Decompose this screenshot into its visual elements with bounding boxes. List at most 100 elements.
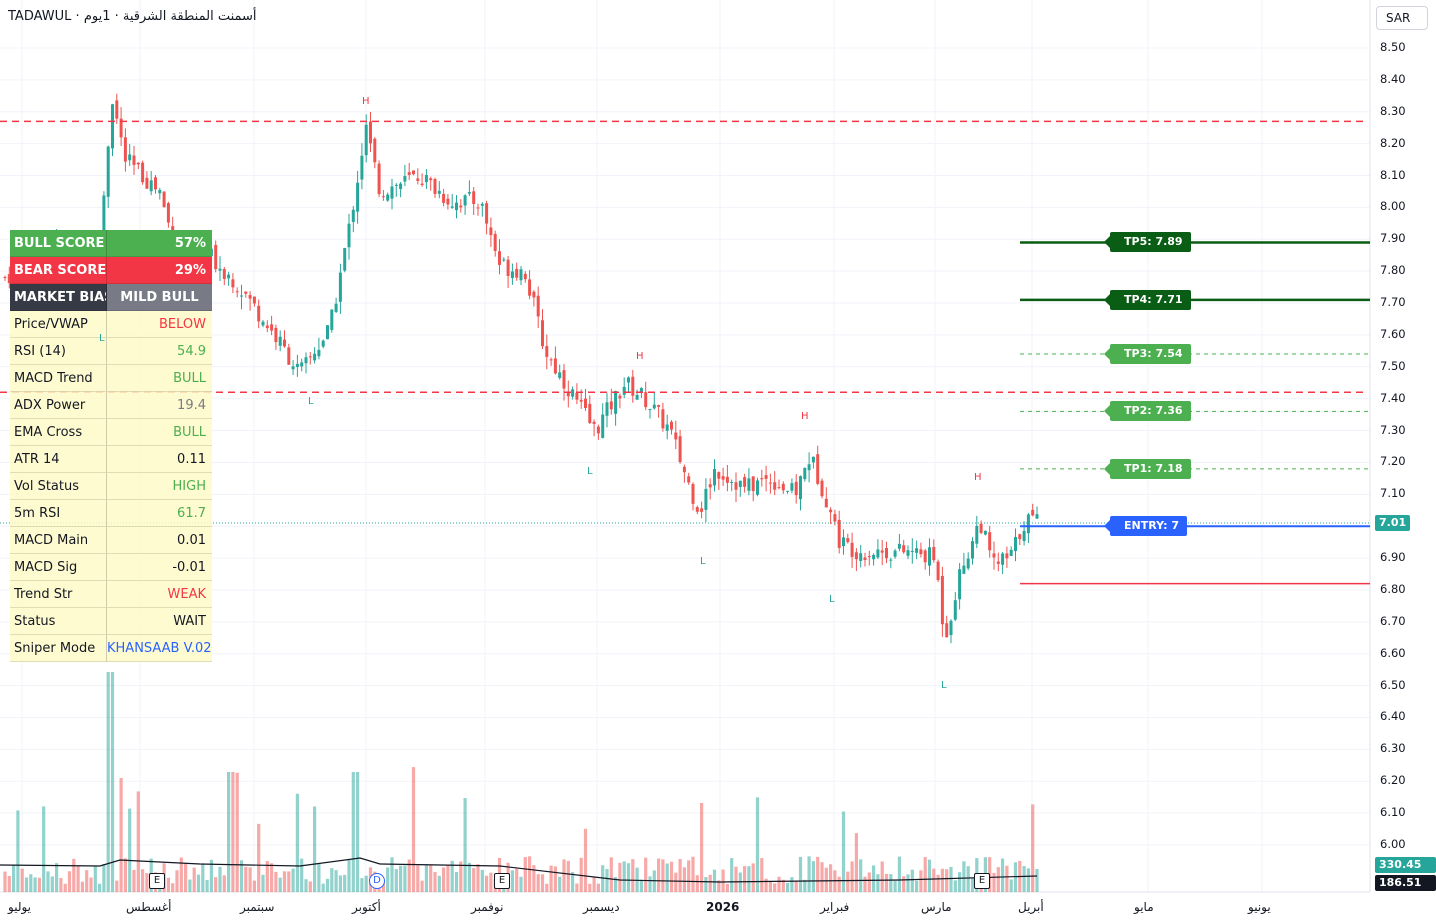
panel-row-value: -0.01 xyxy=(107,554,212,581)
candle-body xyxy=(975,525,979,544)
volume-bar xyxy=(480,869,484,892)
candle-body xyxy=(416,178,420,181)
panel-row-label: Trend Str xyxy=(10,581,107,608)
earnings-marker[interactable]: E xyxy=(149,873,165,889)
panel-row: Vol Status HIGH xyxy=(10,473,212,500)
x-axis-label: أبريل xyxy=(1018,900,1044,914)
target-tag[interactable]: TP4: 7.71 xyxy=(1104,289,1191,310)
instrument-name: أسمنت المنطقة الشرقية · 1يوم xyxy=(83,9,257,24)
candle-body xyxy=(502,259,506,261)
entry-tag[interactable]: ENTRY: 7 xyxy=(1104,516,1187,537)
candle-body xyxy=(893,550,897,557)
candle-body xyxy=(631,376,635,396)
candle-body xyxy=(627,377,630,383)
candle-body xyxy=(145,177,149,189)
candle-body xyxy=(910,550,914,552)
volume-bar xyxy=(884,873,889,892)
volume-bar xyxy=(678,858,682,892)
y-axis-label: 8.20 xyxy=(1380,135,1406,150)
candle-body xyxy=(682,466,686,473)
candle-body xyxy=(618,395,622,399)
candle-body xyxy=(919,549,923,555)
x-axis-label: 2026 xyxy=(706,900,740,914)
candle-body xyxy=(635,394,639,400)
volume-bar xyxy=(67,871,72,892)
volume-bar xyxy=(893,880,897,892)
y-axis-label: 8.30 xyxy=(1380,103,1406,118)
earnings-marker[interactable]: E xyxy=(494,873,510,889)
dividend-marker[interactable]: D xyxy=(369,873,385,889)
candle-body xyxy=(420,183,424,186)
candle-body xyxy=(902,545,906,553)
volume-bar xyxy=(472,868,476,892)
volume-bar xyxy=(897,856,901,892)
volume-bar xyxy=(424,865,428,892)
volume-bar xyxy=(949,866,953,892)
volume-bar xyxy=(523,857,527,892)
volume-bar xyxy=(171,883,175,892)
candle-body xyxy=(760,478,764,480)
earnings-marker[interactable]: E xyxy=(974,873,990,889)
candle-body xyxy=(958,569,962,600)
volume-bar xyxy=(773,883,777,892)
volume-bar xyxy=(222,875,226,892)
panel-row-value: BULL xyxy=(107,419,212,446)
pivot-high-label: H xyxy=(974,471,982,483)
volume-bar xyxy=(330,868,334,892)
volume-bar xyxy=(704,877,708,892)
volume-bar xyxy=(196,874,201,892)
volume-bars xyxy=(0,672,1039,892)
candle-body xyxy=(472,191,476,205)
candle-body xyxy=(996,561,1000,564)
currency-selector[interactable]: SAR xyxy=(1376,6,1428,30)
candle-body xyxy=(880,550,884,553)
volume-bar xyxy=(1026,868,1030,892)
candle-body xyxy=(261,321,265,326)
volume-bar xyxy=(209,859,213,892)
volume-bar xyxy=(24,877,29,892)
volume-bar xyxy=(962,861,966,892)
candle-body xyxy=(777,487,781,489)
panel-row: ADX Power 19.4 xyxy=(10,392,212,419)
panel-row: Status WAIT xyxy=(10,608,212,635)
volume-bar xyxy=(515,868,519,892)
volume-bar xyxy=(1022,866,1026,892)
candle-body xyxy=(953,600,957,620)
volume-bar xyxy=(338,875,342,892)
panel-row-value: 54.9 xyxy=(107,338,212,365)
volume-bar xyxy=(545,883,549,892)
target-tag[interactable]: TP3: 7.54 xyxy=(1104,344,1191,365)
volume-bar xyxy=(123,858,127,892)
candle-body xyxy=(807,464,811,471)
volume-bar xyxy=(695,875,699,892)
volume-bar xyxy=(1001,858,1005,892)
panel-row-value: BULL xyxy=(107,365,212,392)
volume-bar xyxy=(308,881,312,892)
pivot-low-label: L xyxy=(308,396,314,408)
volume-bar xyxy=(59,877,63,892)
target-tag[interactable]: TP5: 7.89 xyxy=(1104,232,1191,253)
candle-body xyxy=(799,476,802,500)
volume-bar xyxy=(872,865,876,892)
volume-bar xyxy=(803,879,807,892)
candle-body xyxy=(932,547,936,561)
target-tag[interactable]: TP1: 7.18 xyxy=(1104,458,1191,479)
volume-bar xyxy=(532,865,536,892)
target-tag[interactable]: TP2: 7.36 xyxy=(1104,401,1191,422)
candle-body xyxy=(842,537,845,547)
candle-body xyxy=(317,349,321,357)
candle-body xyxy=(334,303,338,312)
panel-row: Sniper Mode KHANSAAB V.02 xyxy=(10,635,212,662)
candle-body xyxy=(704,488,708,510)
candle-body xyxy=(897,543,901,549)
volume-bar xyxy=(540,874,545,892)
candle-body xyxy=(166,203,170,223)
candle-body xyxy=(7,274,11,284)
volume-bar xyxy=(798,856,803,892)
volume-bar xyxy=(179,857,183,892)
volume-bar xyxy=(1005,865,1009,892)
volume-bar xyxy=(777,876,781,892)
y-axis-label: 6.70 xyxy=(1380,613,1406,628)
volume-bar xyxy=(571,872,575,892)
